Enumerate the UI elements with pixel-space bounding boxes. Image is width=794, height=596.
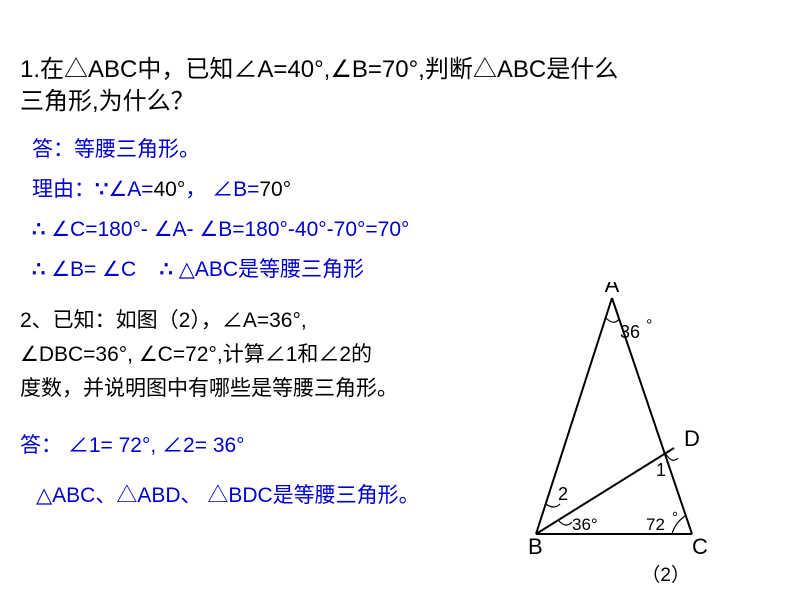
label-C: C <box>692 534 708 559</box>
therefore-symbol-3: ∴ <box>159 258 172 281</box>
ans4-p1: ∠B= ∠C <box>45 258 136 281</box>
ans1-line3: ∴ ∠C=180°- ∠A- ∠B=180°-40°-70°=70° <box>32 212 770 248</box>
answer-1-block: 答：等腰三角形。 理由：∵∠A=40°， ∠B=70° ∴ ∠C=180°- ∠… <box>32 132 770 288</box>
angle-2: 2 <box>558 484 568 504</box>
angle-A-deg: ° <box>646 317 652 334</box>
ans2-v1: 40° <box>153 178 185 201</box>
arc-D <box>666 454 678 460</box>
label-A: A <box>605 282 620 297</box>
angle-A-value: 36 <box>620 322 640 342</box>
q1-line1: 1.在△ABC中，已知∠A=40°,∠B=70°,判断△ABC是什么 <box>20 54 770 86</box>
arc-B-upper <box>546 504 560 507</box>
label-D: D <box>684 426 700 451</box>
angle-C-deg: ° <box>672 509 678 526</box>
ans2-v2: 70° <box>259 178 291 201</box>
line-AB <box>536 298 612 534</box>
angle-DBC: 36° <box>572 515 598 534</box>
triangle-svg: A B C D 36 ° 1 2 36° 72 ° <box>516 282 746 562</box>
therefore-symbol-2: ∴ <box>32 258 45 281</box>
arc-A <box>606 318 619 322</box>
triangle-figure: A B C D 36 ° 1 2 36° 72 ° <box>516 282 746 582</box>
because-symbol: ∵ <box>95 178 108 201</box>
ans3-text: ∠C=180°- ∠A- ∠B=180°-40°-70°=70° <box>45 218 409 241</box>
therefore-symbol-1: ∴ <box>32 218 45 241</box>
ans4-p2: △ABC是等腰三角形 <box>173 258 364 281</box>
arc-B-lower <box>558 520 572 525</box>
question-1: 1.在△ABC中，已知∠A=40°,∠B=70°,判断△ABC是什么 三角形,为… <box>20 54 770 118</box>
q1-line2: 三角形,为什么？ <box>20 86 770 118</box>
figure-caption: （2） <box>641 560 690 587</box>
reason-prefix: 理由： <box>32 178 95 201</box>
angle-C-value: 72 <box>646 515 665 534</box>
angle-1: 1 <box>656 460 666 480</box>
ans2-p1: ∠A= <box>108 178 153 201</box>
ans1-line2: 理由：∵∠A=40°， ∠B=70° <box>32 172 770 208</box>
ans1-line1: 答：等腰三角形。 <box>32 132 770 168</box>
ans2-p2: ， ∠B= <box>185 178 259 201</box>
label-B: B <box>528 534 543 559</box>
